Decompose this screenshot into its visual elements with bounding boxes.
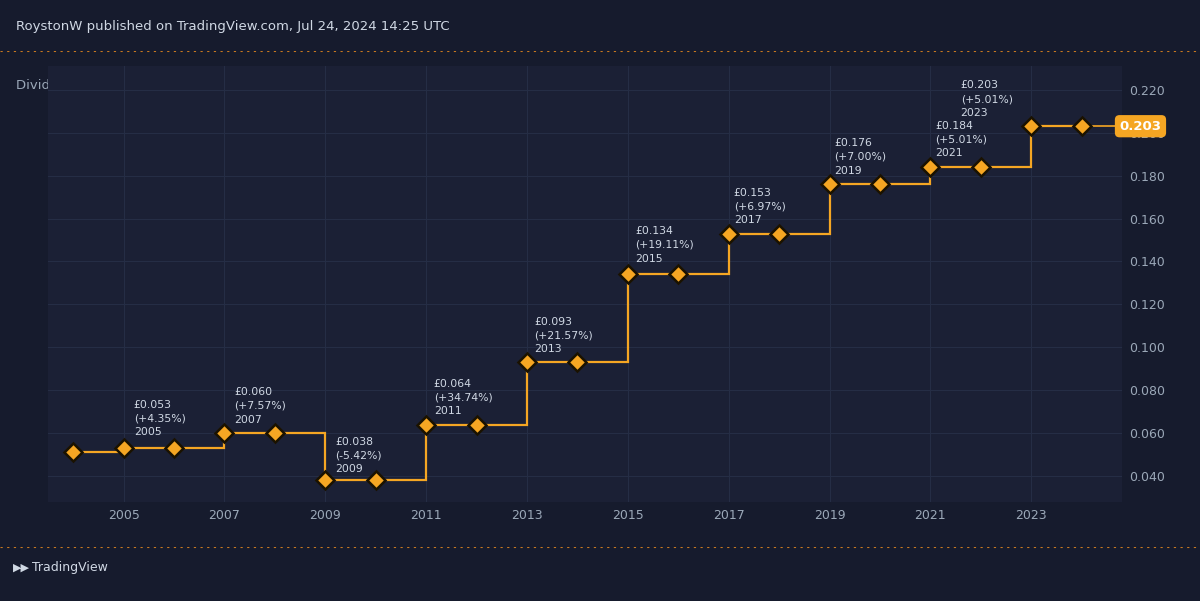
Text: Dividends per share - common stock primary issue · FY: Dividends per share - common stock prima… — [16, 79, 388, 93]
Text: TradingView: TradingView — [28, 561, 108, 574]
Text: £0.060
(+7.57%)
2007: £0.060 (+7.57%) 2007 — [234, 388, 287, 424]
Text: £0.064
(+34.74%)
2011: £0.064 (+34.74%) 2011 — [433, 379, 492, 416]
Text: RoystonW published on TradingView.com, Jul 24, 2024 14:25 UTC: RoystonW published on TradingView.com, J… — [16, 20, 449, 33]
Text: £0.053
(+4.35%)
2005: £0.053 (+4.35%) 2005 — [133, 400, 186, 438]
Text: 0.203: 0.203 — [1120, 120, 1162, 133]
Text: £0.153
(+6.97%)
2017: £0.153 (+6.97%) 2017 — [733, 188, 786, 225]
Text: £0.038
(-5.42%)
2009: £0.038 (-5.42%) 2009 — [336, 437, 382, 474]
Text: £0.184
(+5.01%)
2021: £0.184 (+5.01%) 2021 — [936, 121, 988, 159]
Text: £0.093
(+21.57%)
2013: £0.093 (+21.57%) 2013 — [534, 317, 593, 354]
Text: 0.203: 0.203 — [353, 79, 395, 93]
Text: £0.203
(+5.01%)
2023: £0.203 (+5.01%) 2023 — [961, 81, 1013, 118]
Text: £0.176
(+7.00%)
2019: £0.176 (+7.00%) 2019 — [834, 138, 887, 175]
Text: ▶▶: ▶▶ — [13, 563, 30, 573]
Text: £0.134
(+19.11%)
2015: £0.134 (+19.11%) 2015 — [636, 227, 694, 264]
